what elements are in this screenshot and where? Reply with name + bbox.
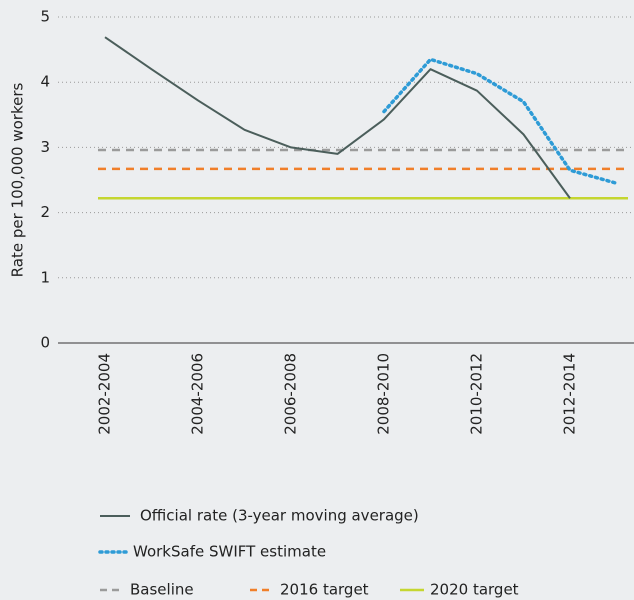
x-tick-label: 2010-2012 [468, 353, 486, 435]
legend-label: WorkSafe SWIFT estimate [133, 543, 326, 561]
legend-label: 2016 target [280, 581, 369, 599]
legend-label: Baseline [130, 581, 194, 599]
x-tick-label: 2004-2006 [189, 353, 207, 435]
x-tick-label: 2012-2014 [561, 353, 579, 435]
x-tick-label: 2008-2010 [375, 353, 393, 435]
line-series [104, 36, 571, 199]
y-tick-label: 3 [40, 138, 50, 156]
legend-label: Official rate (3-year moving average) [140, 507, 419, 525]
y-tick-label: 1 [40, 268, 50, 286]
y-axis-label: Rate per 100,000 workers [9, 83, 27, 278]
y-tick-label: 0 [40, 334, 50, 352]
legend-label: 2020 target [430, 581, 519, 599]
line-series [382, 57, 619, 186]
y-tick-label: 5 [40, 8, 50, 26]
y-tick-label: 4 [40, 73, 50, 91]
y-tick-label: 2 [40, 203, 50, 221]
x-tick-label: 2002-2004 [96, 353, 114, 435]
x-tick-label: 2006-2008 [282, 353, 300, 435]
